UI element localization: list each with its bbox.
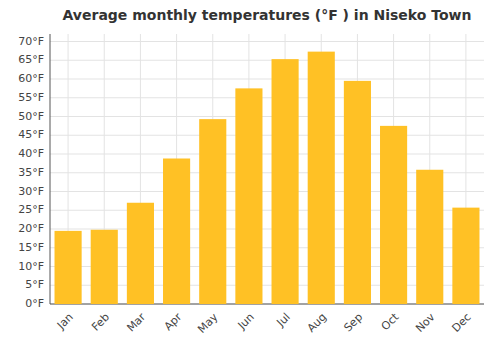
axes: 0°F 5°F 10°F 15°F 20°F 25°F 30°F 35°F 40°F 45°F 50… <box>18 34 484 336</box>
x-tick-label: Jan <box>54 311 76 333</box>
y-tick-label: 45°F <box>18 128 44 141</box>
y-tick-label: 25°F <box>18 203 44 216</box>
x-tick-label: May <box>195 310 221 336</box>
x-tick-label: Apr <box>162 310 185 333</box>
x-tick-label: Mar <box>124 310 148 334</box>
bar <box>127 203 154 304</box>
bar <box>235 88 262 304</box>
x-tick-label: Jun <box>235 311 257 333</box>
bar <box>416 170 443 304</box>
bars <box>55 52 480 304</box>
y-tick-label: 0°F <box>25 297 44 310</box>
y-tick-label: 40°F <box>18 147 44 160</box>
bar <box>163 159 190 305</box>
x-tick-label: Aug <box>305 311 329 335</box>
chart: 0°F 5°F 10°F 15°F 20°F 25°F 30°F 35°F 40°F 45°F 50… <box>0 0 500 350</box>
bar <box>308 52 335 304</box>
y-tick-label: 30°F <box>18 185 44 198</box>
bar <box>91 230 118 304</box>
y-grid-line <box>50 79 484 80</box>
y-tick-label: 60°F <box>18 72 44 85</box>
y-tick-label: 70°F <box>18 35 44 48</box>
y-grid-line <box>50 41 484 42</box>
y-tick-label: 50°F <box>18 110 44 123</box>
y-tick-label: 65°F <box>18 53 44 66</box>
bar <box>380 126 407 304</box>
title: Average monthly temperatures (°F ) in Ni… <box>63 7 472 23</box>
x-tick-label: Oct <box>379 310 402 333</box>
y-tick-label: 5°F <box>25 278 44 291</box>
x-tick-label: Sep <box>341 311 365 335</box>
y-grid-line <box>50 60 484 61</box>
bar <box>344 81 371 304</box>
y-tick-label: 55°F <box>18 91 44 104</box>
bar <box>452 208 479 304</box>
y-grid-line <box>50 135 484 136</box>
bar <box>272 59 299 304</box>
x-tick-label: Feb <box>89 311 112 334</box>
y-grid-line <box>50 116 484 117</box>
y-tick-label: 35°F <box>18 166 44 179</box>
y-axis-line <box>50 34 51 304</box>
bar <box>55 231 82 304</box>
y-grid-line <box>50 154 484 155</box>
x-tick-label: Jul <box>274 311 293 330</box>
grid <box>50 34 484 304</box>
y-grid-line <box>50 97 484 98</box>
y-tick-label: 15°F <box>18 241 44 254</box>
chart-container: 0°F 5°F 10°F 15°F 20°F 25°F 30°F 35°F 40°F 45°F 50… <box>0 0 500 350</box>
x-tick-label: Nov <box>413 310 438 335</box>
bar <box>199 119 226 304</box>
x-tick-label: Dec <box>449 311 473 335</box>
y-tick-label: 10°F <box>18 260 44 273</box>
y-tick-label: 20°F <box>18 222 44 235</box>
